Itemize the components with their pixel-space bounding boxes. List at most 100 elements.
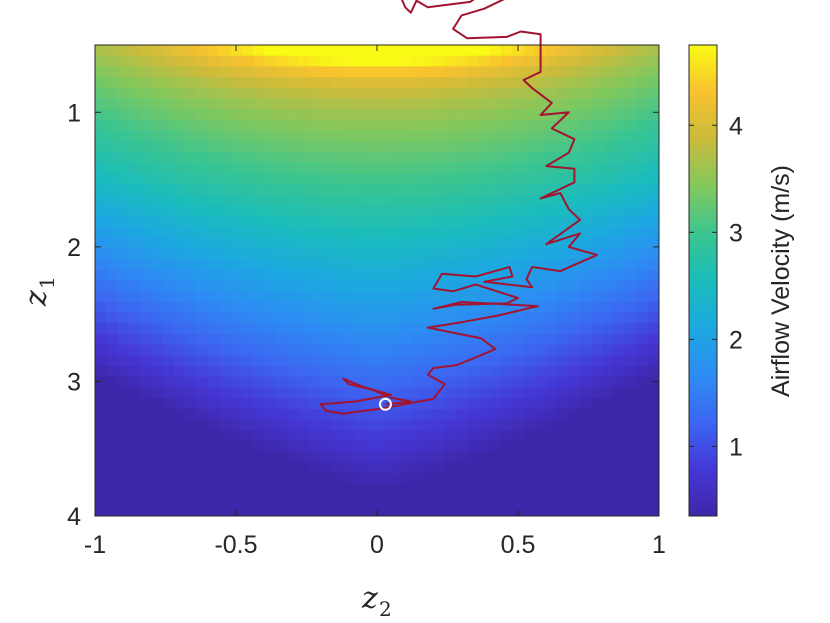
heatmap-cell (433, 280, 446, 292)
heatmap-cell (275, 184, 288, 196)
heatmap-cell (365, 312, 378, 324)
heatmap-cell (613, 98, 626, 110)
heatmap-cell (591, 408, 604, 421)
heatmap-cell (568, 505, 581, 516)
heatmap-cell (128, 494, 141, 506)
heatmap-cell (264, 248, 277, 260)
heatmap-cell (207, 248, 220, 260)
heatmap-cell (377, 173, 389, 185)
heatmap-cell (546, 344, 559, 357)
heatmap-cell (298, 109, 310, 121)
heatmap-cell (252, 312, 265, 324)
heatmap-cell (162, 45, 175, 57)
heatmap-cell (591, 259, 604, 271)
heatmap-cell (647, 259, 659, 271)
heatmap-cell (117, 141, 130, 153)
heatmap-cell (410, 291, 423, 303)
heatmap-cell (207, 226, 220, 239)
heatmap-cell (433, 109, 446, 121)
heatmap-cell (117, 259, 130, 271)
heatmap-cell (410, 355, 423, 367)
heatmap-cell (580, 301, 592, 314)
heatmap-cell (433, 77, 446, 89)
heatmap-cell (557, 483, 570, 496)
heatmap-cell (95, 366, 107, 378)
heatmap-cell (557, 205, 570, 217)
heatmap-cell (219, 87, 231, 100)
heatmap-cell (219, 152, 231, 164)
heatmap-cell (410, 66, 423, 78)
heatmap-cell (478, 376, 491, 389)
heatmap-cell (591, 441, 604, 453)
heatmap-cell (128, 323, 141, 335)
heatmap-cell (151, 130, 164, 142)
heatmap-cell (501, 130, 513, 142)
heatmap-cell (230, 462, 243, 474)
heatmap-cell (489, 483, 502, 496)
heatmap-cell (264, 483, 277, 496)
heatmap-cell (331, 45, 344, 57)
heatmap-cell (252, 505, 265, 516)
heatmap-cell (140, 462, 152, 474)
heatmap-cell (399, 248, 412, 260)
heatmap-cell (399, 194, 412, 207)
heatmap-cell (399, 259, 412, 271)
heatmap-cell (354, 473, 367, 485)
heatmap-cell (546, 494, 559, 506)
heatmap-cell (140, 312, 152, 324)
heatmap-cell (252, 141, 265, 153)
heatmap-cell (534, 505, 547, 516)
heatmap-cell (117, 109, 130, 121)
heatmap-cell (117, 441, 130, 453)
heatmap-cell (625, 205, 638, 217)
heatmap-cell (128, 173, 141, 185)
heatmap-cell (489, 216, 502, 228)
heatmap-cell (309, 248, 322, 260)
heatmap-cell (534, 184, 547, 196)
heatmap-cell (320, 387, 333, 399)
heatmap-cell (455, 408, 468, 421)
heatmap-cell (117, 430, 130, 442)
heatmap-cell (219, 280, 231, 292)
heatmap-cell (230, 419, 243, 431)
heatmap-cell (196, 269, 209, 282)
heatmap-cell (388, 66, 401, 78)
heatmap-cell (173, 430, 186, 442)
heatmap-cell (196, 387, 209, 399)
heatmap-cell (444, 291, 457, 303)
heatmap-cell (95, 141, 107, 153)
heatmap-cell (128, 184, 141, 196)
heatmap-cell (580, 109, 592, 121)
heatmap-cell (580, 280, 592, 292)
heatmap-cell (151, 87, 164, 100)
heatmap-cell (523, 237, 536, 249)
heatmap-cell (106, 344, 119, 357)
heatmap-cell (647, 87, 659, 100)
heatmap-cell (568, 248, 581, 260)
heatmap-cell (534, 205, 547, 217)
heatmap-cell (117, 205, 130, 217)
colorbar-label: Airflow Velocity (m/s) (767, 165, 795, 397)
heatmap-cell (185, 173, 198, 185)
heatmap-cell (534, 344, 547, 357)
heatmap-cell (546, 162, 559, 175)
heatmap-cell (365, 152, 378, 164)
heatmap-cell (343, 462, 356, 474)
heatmap-cell (580, 130, 592, 142)
heatmap-cell (512, 387, 525, 399)
heatmap-cell (377, 494, 389, 506)
heatmap-cell (410, 301, 423, 314)
heatmap-cell (478, 462, 491, 474)
heatmap-cell (422, 419, 434, 431)
heatmap-cell (478, 173, 491, 185)
heatmap-cell (557, 45, 570, 57)
heatmap-cell (252, 398, 265, 410)
heatmap-cell (388, 441, 401, 453)
heatmap-cell (185, 291, 198, 303)
heatmap-cell (128, 152, 141, 164)
heatmap-cell (151, 237, 164, 249)
heatmap-cell (568, 462, 581, 474)
heatmap-cell (128, 119, 141, 132)
heatmap-cell (151, 98, 164, 110)
heatmap-cell (286, 269, 299, 282)
